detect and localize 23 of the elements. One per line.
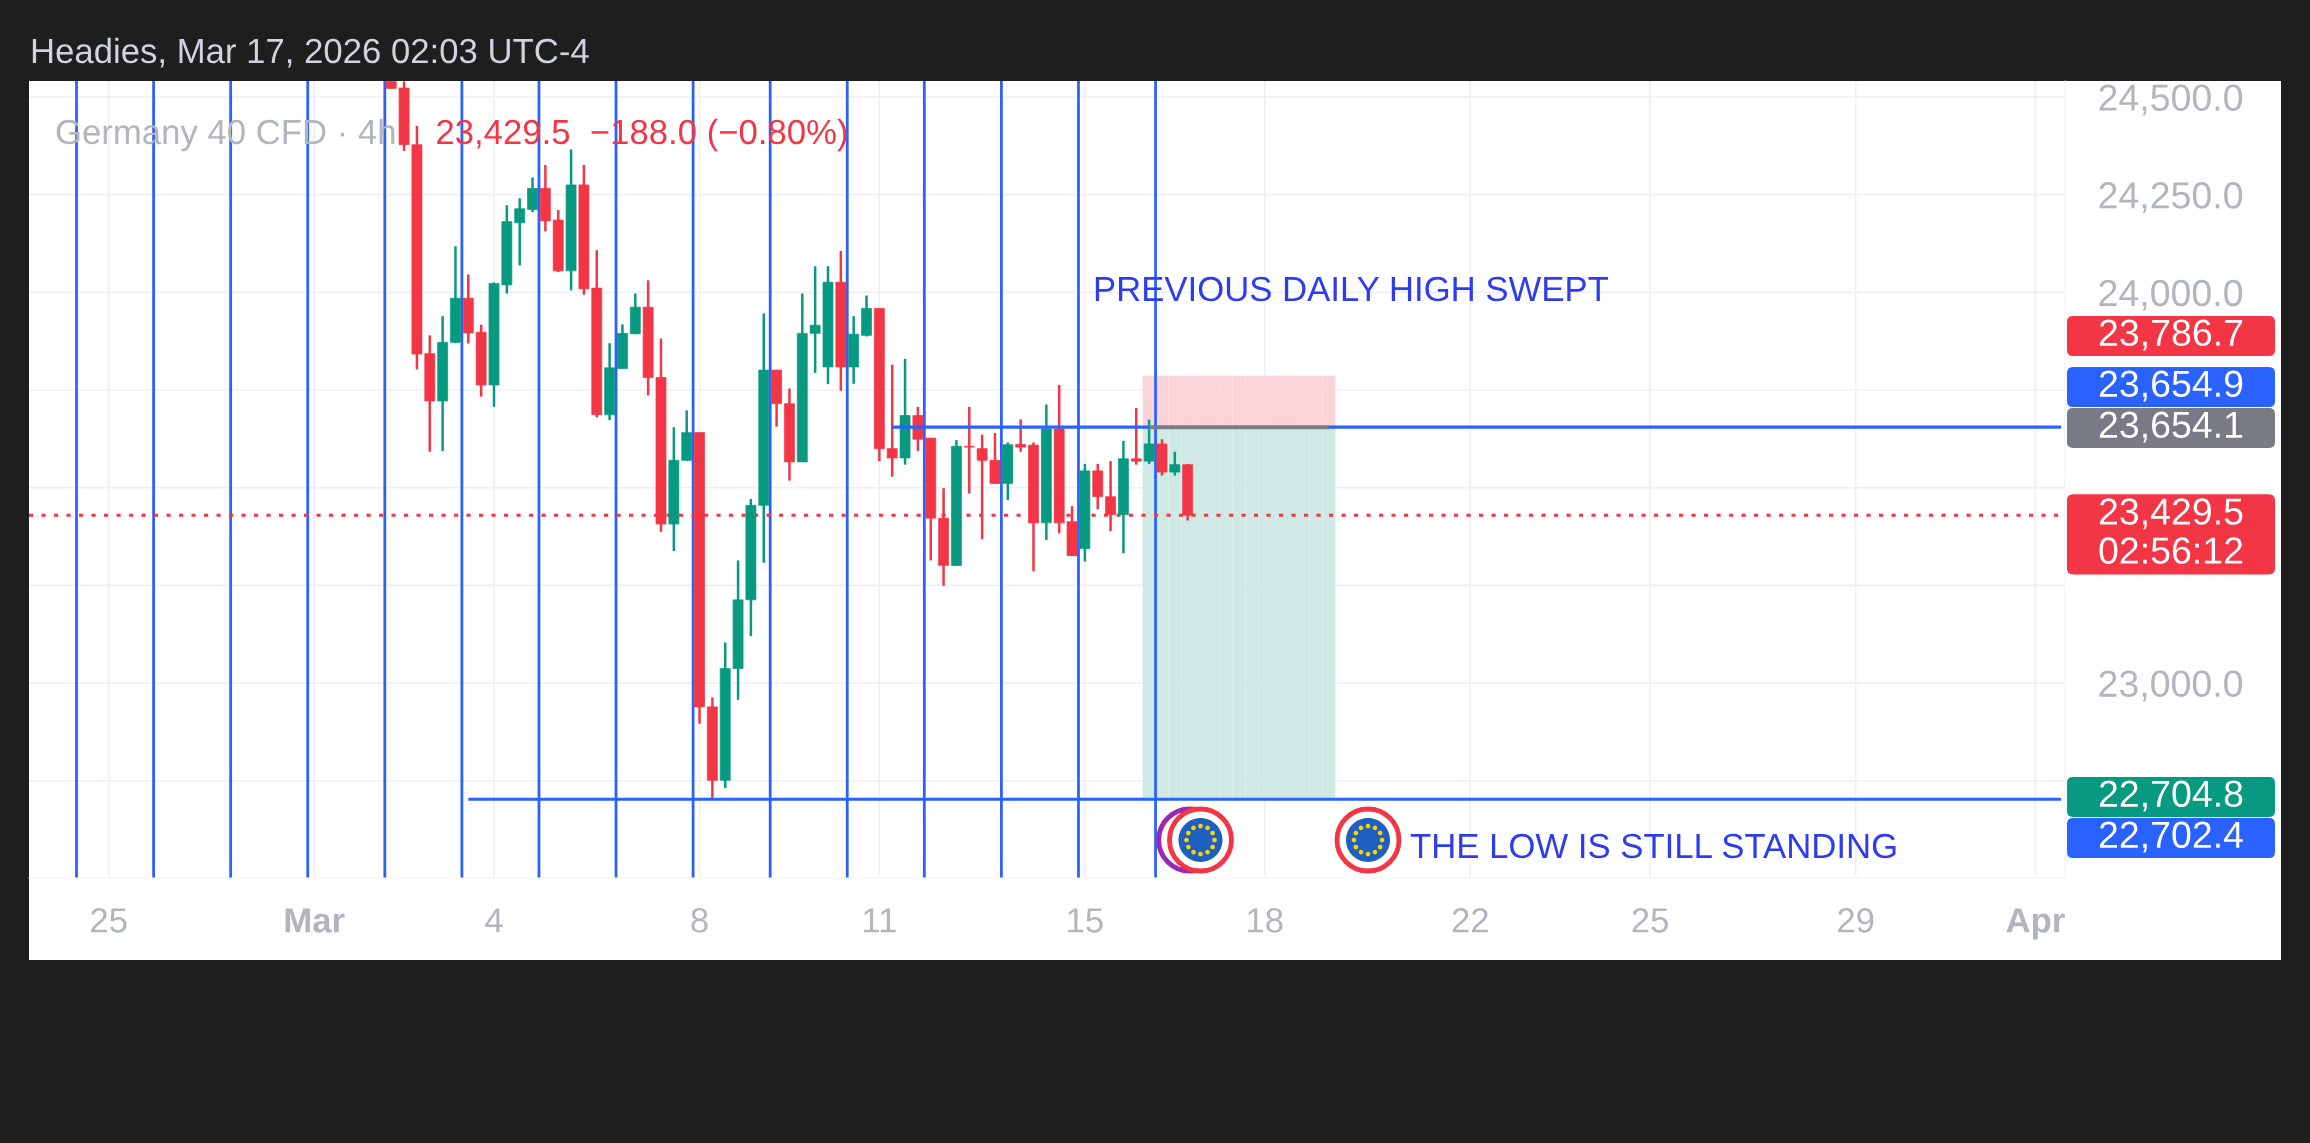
x-tick-label: 15 bbox=[1068, 908, 1103, 933]
x-tick-label: 4 bbox=[485, 908, 503, 933]
y-tick-label: 24,000.0 bbox=[2099, 279, 2243, 311]
x-tick-label: Apr bbox=[2006, 908, 2065, 940]
y-tick-label: 24,500.0 bbox=[2099, 84, 2243, 116]
text: 23,654.1 bbox=[2099, 411, 2243, 443]
x-tick-label: Mar bbox=[285, 908, 345, 933]
x-tick-label: 11 bbox=[863, 908, 896, 933]
x-tick-label: 29 bbox=[1838, 908, 1874, 933]
data-label: 22,702.4 bbox=[2099, 821, 2243, 853]
y-tick-label: 23,000.0 bbox=[2099, 670, 2243, 702]
data-label: 23,654.9 bbox=[2099, 370, 2243, 402]
y-tick-label: 24,250.0 bbox=[2099, 182, 2243, 214]
text: 22,704.8 bbox=[2099, 780, 2243, 812]
x-tick-label: 25 bbox=[91, 908, 127, 933]
x-tick-label: 18 bbox=[1248, 908, 1283, 933]
x-tick-label: 22 bbox=[1452, 908, 1488, 933]
ref-line-label: 23,429.5 02:56:12 bbox=[2099, 498, 2243, 564]
annotation: THE LOW IS STILL STANDING bbox=[1410, 833, 1896, 859]
x-tick-label: 25 bbox=[1632, 908, 1668, 933]
text: 23,786.7 bbox=[2099, 319, 2243, 351]
x-tick-label: 8 bbox=[691, 908, 708, 933]
text: Headies, Mar 17, 2026 02:03 UTC-4 bbox=[32, 37, 589, 68]
